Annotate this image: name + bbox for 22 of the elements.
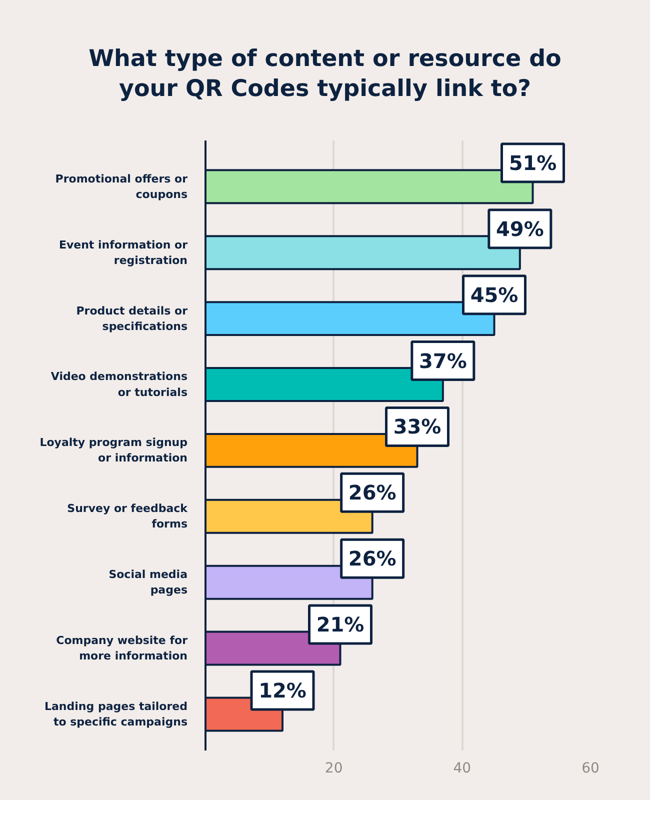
- y-tick-label: Company website for more information: [56, 634, 188, 663]
- y-tick-label: Video demonstrations or tutorials: [50, 370, 188, 399]
- data-label: 37%: [418, 348, 467, 373]
- data-label: 26%: [348, 480, 396, 505]
- y-tick-label: Product details or specifications: [76, 304, 188, 333]
- y-tick-label: Landing pages tailored to specific campaigns: [44, 700, 188, 729]
- data-label: 33%: [393, 414, 442, 439]
- x-tick-label: 20: [324, 760, 343, 776]
- chart-title: What type of content or resource do your QR Codes typically link to?: [88, 45, 562, 104]
- y-tick-label: Event information or registration: [58, 238, 188, 267]
- x-tick-label: 40: [453, 760, 472, 776]
- x-tick-label: 60: [582, 760, 600, 776]
- data-label: 26%: [348, 546, 396, 571]
- y-tick-label: Loyalty program signup or information: [40, 436, 188, 465]
- y-tick-label: Social media pages: [108, 568, 188, 597]
- y-tick-label: Promotional offers or coupons: [55, 172, 188, 201]
- y-tick-label: Survey or feedback forms: [67, 502, 188, 531]
- data-label: 49%: [496, 216, 544, 241]
- data-label: 21%: [316, 612, 364, 637]
- data-label: 12%: [258, 678, 306, 702]
- data-label: 51%: [508, 150, 557, 175]
- data-label: 45%: [470, 282, 518, 307]
